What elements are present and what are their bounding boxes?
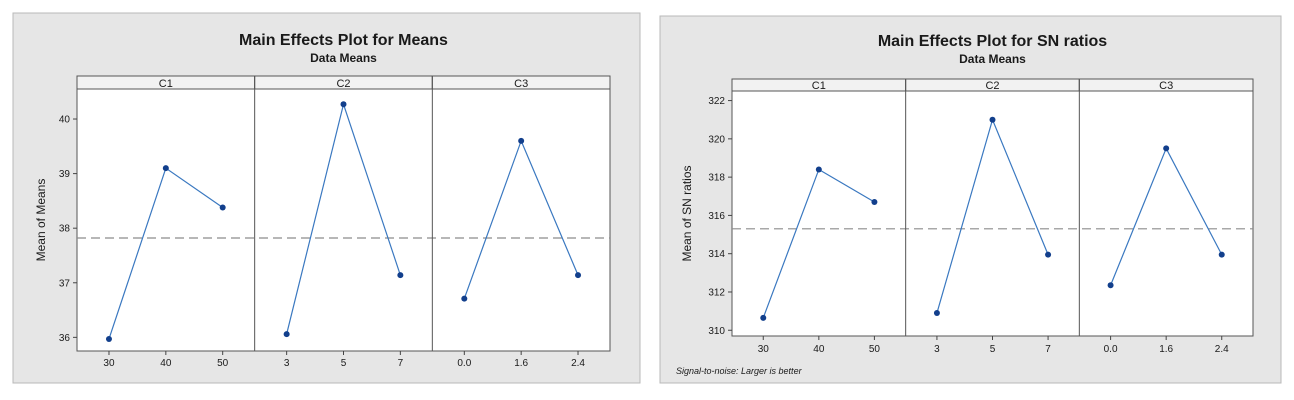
x-tick-label: 5 bbox=[990, 344, 996, 355]
x-tick-label: 3 bbox=[934, 344, 940, 355]
x-tick-label: 40 bbox=[160, 358, 172, 369]
chart-subtitle: Data Means bbox=[310, 51, 377, 65]
strip-label: C3 bbox=[514, 78, 528, 90]
y-axis-label: Mean of SN ratios bbox=[680, 165, 694, 261]
strip-label: C1 bbox=[159, 78, 173, 90]
y-tick-label: 310 bbox=[708, 326, 725, 337]
x-tick-label: 2.4 bbox=[1215, 344, 1229, 355]
data-point bbox=[219, 204, 226, 211]
chart-title: Main Effects Plot for SN ratios bbox=[878, 33, 1107, 50]
chart-footnote: Signal-to-noise: Larger is better bbox=[676, 366, 803, 376]
x-tick-label: 0.0 bbox=[1104, 344, 1118, 355]
y-tick-label: 318 bbox=[708, 173, 725, 184]
x-tick-label: 3 bbox=[284, 358, 290, 369]
y-tick-label: 38 bbox=[59, 224, 71, 235]
factor-panel-c1: C1 30 40 50 bbox=[76, 75, 256, 369]
data-point bbox=[1045, 251, 1052, 258]
x-tick-label: 30 bbox=[103, 358, 115, 369]
y-tick-label: 314 bbox=[708, 249, 725, 260]
chart-2: Main Effects Plot for SN ratios Data Mean… bbox=[659, 15, 1282, 384]
factor-panel-c1: C1 30 40 50 bbox=[731, 78, 907, 355]
factor-panel-c3: C3 0.0 1.6 2.4 bbox=[1078, 78, 1254, 355]
y-tick-label: 320 bbox=[708, 134, 725, 145]
data-point bbox=[461, 295, 468, 302]
y-tick-label: 312 bbox=[708, 287, 725, 298]
chart-title: Main Effects Plot for Means bbox=[239, 32, 448, 49]
data-point bbox=[933, 310, 940, 317]
x-tick-label: 7 bbox=[1045, 344, 1051, 355]
factor-panel-c2: C2 3 5 7 bbox=[905, 78, 1080, 355]
factor-panel-c3: C3 0.0 1.6 2.4 bbox=[431, 75, 611, 369]
x-tick-label: 30 bbox=[758, 344, 770, 355]
y-tick-label: 40 bbox=[59, 115, 71, 126]
data-point bbox=[760, 314, 767, 321]
data-point bbox=[1218, 251, 1225, 258]
data-point bbox=[1107, 282, 1114, 289]
data-point bbox=[518, 137, 525, 144]
strip-label: C2 bbox=[336, 78, 350, 90]
data-point bbox=[283, 331, 290, 338]
strip-label: C2 bbox=[985, 80, 999, 92]
y-tick-label: 36 bbox=[59, 333, 71, 344]
y-axis-label: Mean of Means bbox=[34, 179, 48, 262]
x-tick-label: 1.6 bbox=[1159, 344, 1173, 355]
x-tick-label: 1.6 bbox=[514, 358, 528, 369]
data-point bbox=[871, 199, 878, 206]
data-point bbox=[815, 166, 822, 173]
data-point bbox=[162, 165, 169, 172]
x-tick-label: 0.0 bbox=[457, 358, 471, 369]
strip-label: C1 bbox=[812, 80, 826, 92]
x-tick-label: 7 bbox=[398, 358, 404, 369]
strip-label: C3 bbox=[1159, 80, 1173, 92]
y-tick-label: 316 bbox=[708, 211, 725, 222]
data-point bbox=[397, 272, 404, 279]
plot-area bbox=[76, 75, 611, 352]
data-point bbox=[1163, 145, 1170, 152]
chart-1: Main Effects Plot for Means Data Means 36 3… bbox=[12, 12, 641, 384]
data-point bbox=[105, 335, 112, 342]
data-point bbox=[575, 272, 582, 279]
data-point bbox=[989, 116, 996, 123]
y-tick-label: 322 bbox=[708, 96, 725, 107]
chart-subtitle: Data Means bbox=[959, 52, 1026, 66]
factor-panel-c2: C2 3 5 7 bbox=[254, 75, 433, 369]
x-tick-label: 2.4 bbox=[571, 358, 585, 369]
x-tick-label: 40 bbox=[813, 344, 825, 355]
x-tick-label: 5 bbox=[341, 358, 347, 369]
data-point bbox=[340, 101, 347, 108]
x-tick-label: 50 bbox=[217, 358, 229, 369]
y-tick-label: 37 bbox=[59, 278, 71, 289]
x-tick-label: 50 bbox=[869, 344, 881, 355]
y-tick-label: 39 bbox=[59, 169, 71, 180]
